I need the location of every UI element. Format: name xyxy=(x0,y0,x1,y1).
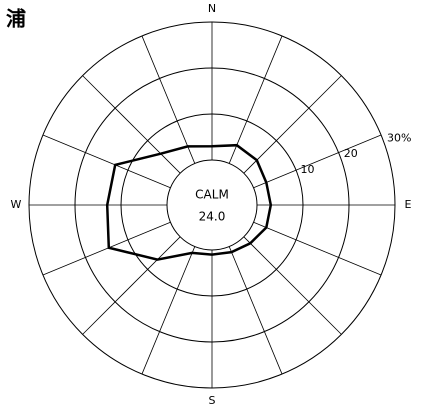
spoke xyxy=(141,246,196,375)
spoke xyxy=(253,221,382,276)
calm-value: 24.0 xyxy=(199,210,226,224)
spoke xyxy=(141,35,196,164)
spoke xyxy=(228,35,283,164)
ring-label: 10 xyxy=(301,163,315,176)
calm-circle xyxy=(166,159,258,251)
spoke xyxy=(228,246,283,375)
ring xyxy=(120,113,304,297)
spoke xyxy=(42,221,171,276)
ring-label: 20 xyxy=(344,147,358,160)
calm-label: CALM xyxy=(195,188,229,202)
direction-label: S xyxy=(209,394,216,407)
chart-title: 浦 xyxy=(6,7,26,31)
spoke xyxy=(253,134,382,189)
ring-label: 30% xyxy=(387,131,411,144)
spoke xyxy=(82,75,181,174)
direction-label: N xyxy=(208,2,216,15)
spoke xyxy=(243,75,342,174)
direction-label: W xyxy=(11,198,22,211)
spoke xyxy=(42,134,171,189)
spoke xyxy=(82,236,181,335)
ring xyxy=(28,21,396,389)
spoke xyxy=(243,236,342,335)
frequency-line xyxy=(105,143,273,261)
direction-label: E xyxy=(405,198,412,211)
ring xyxy=(74,67,350,343)
